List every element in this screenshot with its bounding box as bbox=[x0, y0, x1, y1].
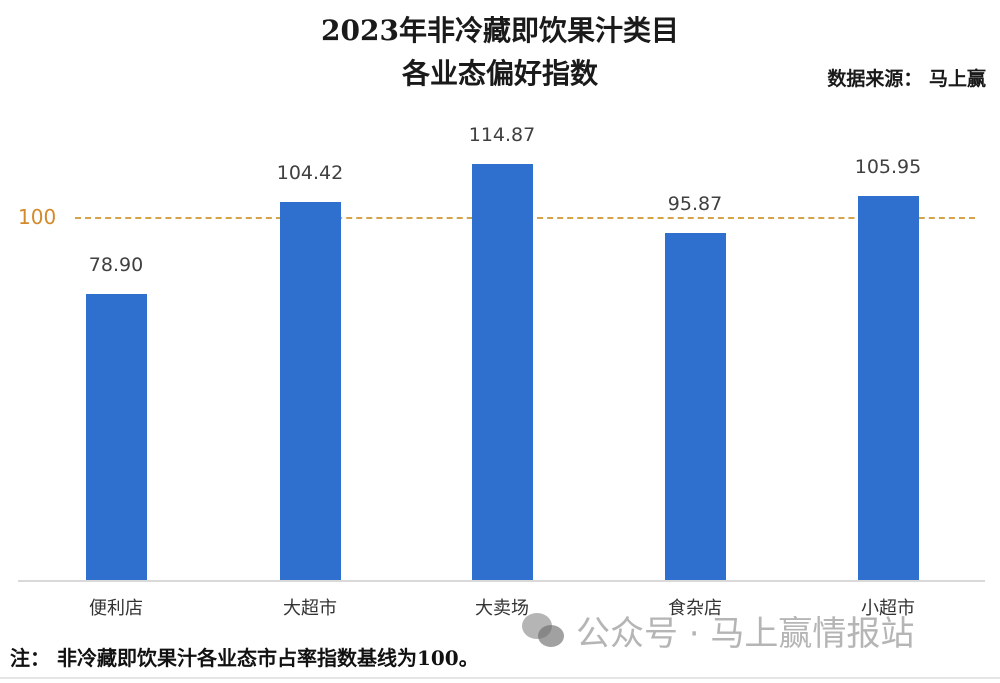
x-axis-category-label: 食杂店 bbox=[668, 598, 722, 619]
bar-value-label: 95.87 bbox=[667, 192, 723, 215]
bar-5 bbox=[858, 196, 919, 580]
wechat-icon bbox=[522, 611, 566, 651]
footer-divider bbox=[0, 677, 1000, 679]
watermark-text: 公众号 · 马上赢情报站 bbox=[576, 614, 915, 654]
x-axis-category-label: 大超市 bbox=[283, 598, 337, 619]
chart-title-line1: 2023年非冷藏即饮果汁类目 bbox=[321, 14, 679, 47]
bar-value-label: 114.87 bbox=[468, 124, 536, 147]
bar-2 bbox=[280, 201, 341, 580]
x-axis-line bbox=[18, 580, 985, 582]
x-axis-category-label: 小超市 bbox=[861, 598, 915, 619]
data-source: 数据来源： 马上赢 bbox=[827, 68, 986, 90]
reference-line-label: 100 bbox=[18, 205, 57, 229]
x-axis-category-label: 便利店 bbox=[89, 598, 143, 619]
bar-value-label: 105.95 bbox=[854, 156, 922, 179]
footnote: 注： 非冷藏即饮果汁各业态市占率指数基线为100。 bbox=[10, 646, 479, 670]
watermark: 公众号 · 马上赢情报站 bbox=[522, 606, 914, 655]
bar-3 bbox=[472, 164, 533, 580]
bar-1 bbox=[86, 294, 147, 580]
bar-4 bbox=[665, 232, 726, 580]
bar-value-label: 78.90 bbox=[88, 254, 144, 277]
x-axis-category-label: 大卖场 bbox=[475, 598, 529, 619]
chart-title-line2: 各业态偏好指数 bbox=[401, 57, 598, 90]
bar-value-label: 104.42 bbox=[276, 161, 344, 184]
